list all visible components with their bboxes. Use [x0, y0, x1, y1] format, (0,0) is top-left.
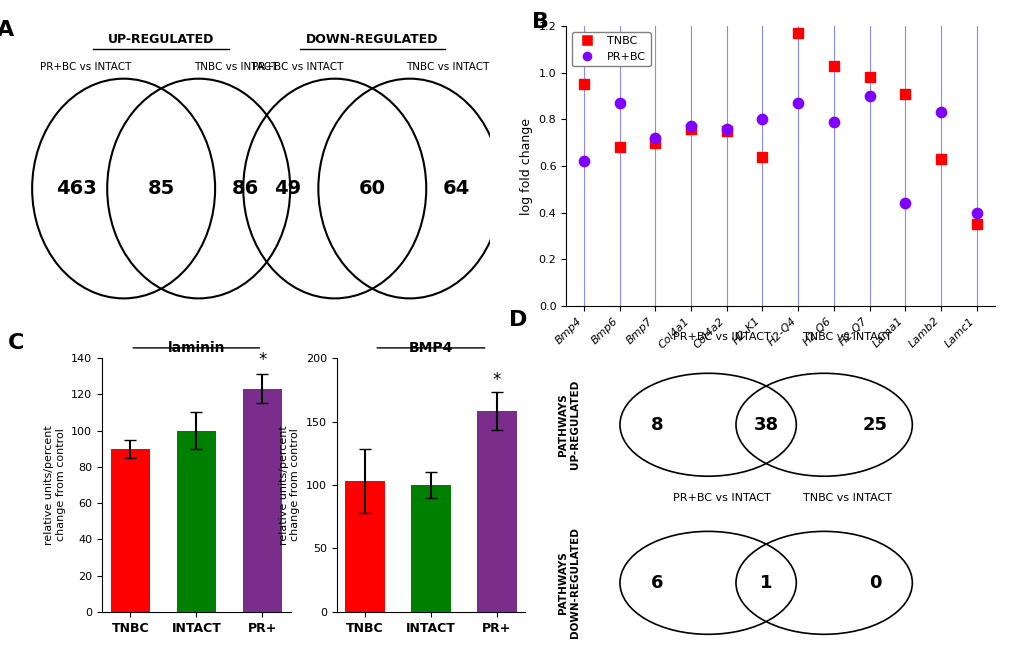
Text: 1: 1 — [759, 574, 771, 592]
Text: PR+BC vs INTACT: PR+BC vs INTACT — [673, 493, 770, 503]
Y-axis label: relative units/percent
change from control: relative units/percent change from contr… — [278, 425, 300, 545]
TNBC — [897, 89, 913, 99]
PR+BC — [647, 133, 663, 143]
PR+BC — [897, 198, 913, 208]
Text: TNBC vs INTACT: TNBC vs INTACT — [406, 62, 488, 72]
PR+BC — [576, 156, 592, 167]
PR+BC — [754, 114, 770, 124]
Text: 64: 64 — [442, 179, 470, 198]
Text: 0: 0 — [868, 574, 880, 592]
Text: *: * — [258, 351, 266, 369]
Bar — [110, 449, 150, 612]
PR+BC — [683, 121, 699, 132]
Text: PR+BC vs INTACT: PR+BC vs INTACT — [673, 331, 770, 342]
PR+BC — [825, 117, 842, 127]
Text: 60: 60 — [359, 179, 385, 198]
Text: UP-REGULATED: UP-REGULATED — [108, 33, 214, 46]
Y-axis label: log fold change: log fold change — [520, 117, 533, 215]
Text: 463: 463 — [56, 179, 97, 198]
Text: *: * — [492, 370, 500, 389]
Y-axis label: relative units/percent
change from control: relative units/percent change from contr… — [44, 425, 65, 545]
Title: laminin: laminin — [167, 342, 225, 355]
Text: D: D — [508, 310, 527, 330]
PR+BC — [932, 107, 949, 118]
Text: 86: 86 — [231, 179, 259, 198]
Bar — [411, 485, 450, 612]
Text: A: A — [0, 20, 14, 40]
Text: PR+BC vs INTACT: PR+BC vs INTACT — [252, 62, 342, 72]
PR+BC — [861, 91, 877, 102]
Legend: TNBC, PR+BC: TNBC, PR+BC — [571, 32, 650, 66]
TNBC — [968, 219, 984, 230]
Bar — [344, 481, 384, 612]
Text: 8: 8 — [650, 416, 662, 434]
Text: PR+BC vs INTACT: PR+BC vs INTACT — [41, 62, 131, 72]
Text: PATHWAYS
DOWN-REGULATED: PATHWAYS DOWN-REGULATED — [557, 527, 579, 638]
TNBC — [647, 137, 663, 148]
TNBC — [790, 28, 806, 38]
Text: PATHWAYS
UP-REGULATED: PATHWAYS UP-REGULATED — [557, 380, 579, 469]
Text: DOWN-REGULATED: DOWN-REGULATED — [306, 33, 438, 46]
Bar — [243, 389, 282, 612]
Text: B: B — [531, 12, 548, 32]
Text: TNBC vs INTACT: TNBC vs INTACT — [195, 62, 277, 72]
TNBC — [683, 124, 699, 134]
TNBC — [576, 79, 592, 90]
PR+BC — [611, 98, 628, 108]
PR+BC — [968, 208, 984, 218]
Text: 49: 49 — [274, 179, 301, 198]
TNBC — [718, 126, 735, 136]
Text: 85: 85 — [148, 179, 174, 198]
Text: 6: 6 — [650, 574, 662, 592]
TNBC — [861, 72, 877, 83]
TNBC — [754, 152, 770, 162]
Bar — [477, 411, 517, 612]
TNBC — [825, 61, 842, 71]
PR+BC — [718, 124, 735, 134]
Text: C: C — [8, 333, 24, 353]
Text: 38: 38 — [753, 416, 777, 434]
Title: BMP4: BMP4 — [409, 342, 452, 355]
PR+BC — [790, 98, 806, 108]
TNBC — [932, 154, 949, 164]
Text: TNBC vs INTACT: TNBC vs INTACT — [802, 493, 891, 503]
TNBC — [611, 142, 628, 152]
Text: TNBC vs INTACT: TNBC vs INTACT — [802, 331, 891, 342]
Bar — [176, 430, 216, 612]
Text: 25: 25 — [862, 416, 887, 434]
